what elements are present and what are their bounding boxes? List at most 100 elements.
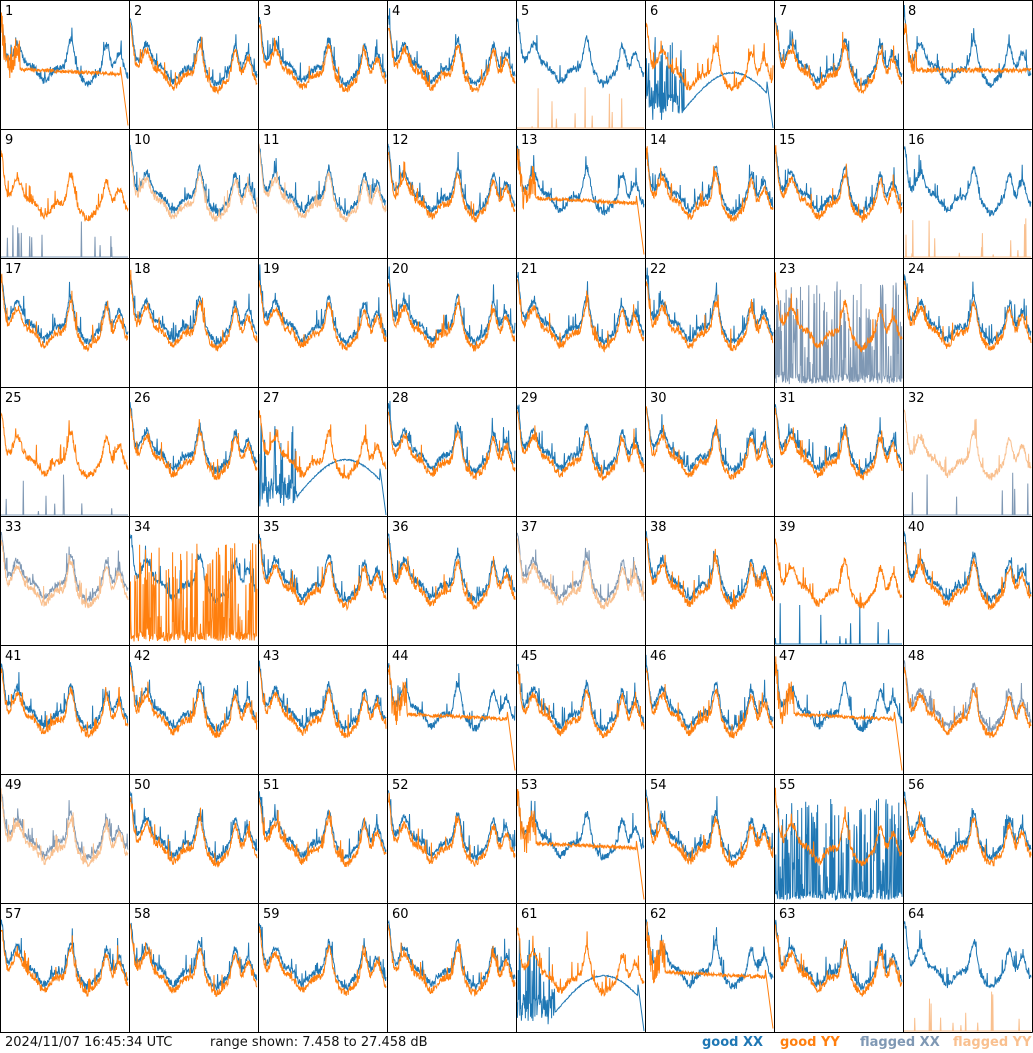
series-yy: [645, 668, 774, 739]
series-xx: [516, 271, 645, 347]
series-xx: [516, 532, 645, 603]
series-yy: [387, 282, 516, 352]
panel-label: 61: [521, 907, 538, 922]
series-yy: [645, 921, 774, 1029]
series-yy: [387, 151, 516, 223]
panel-label: 54: [650, 778, 667, 793]
panel-label: 19: [263, 262, 280, 277]
panel-33: 33: [0, 520, 129, 609]
series-xx: [129, 791, 258, 864]
series-yy: [387, 924, 516, 997]
panel-5: 5: [516, 4, 645, 129]
panel-label: 52: [392, 778, 409, 793]
panel-label: 36: [392, 520, 409, 535]
series-yy: [516, 278, 645, 353]
panel-label: 49: [5, 778, 22, 793]
panel-label: 17: [5, 262, 22, 277]
panel-label: 7: [779, 4, 787, 19]
series-yy: [258, 797, 387, 868]
series-xx: [129, 18, 258, 87]
panel-label: 22: [650, 262, 667, 277]
series-xx: [904, 472, 1031, 516]
panel-label: 33: [5, 520, 22, 535]
series-yy: [258, 23, 387, 93]
panel-41: 41: [0, 649, 129, 739]
panel-label: 1: [5, 4, 13, 19]
series-xx: [0, 792, 129, 861]
panel-label: 60: [392, 907, 409, 922]
panel-42: 42: [129, 649, 258, 739]
series-xx: [516, 790, 645, 861]
panel-11: 11: [258, 133, 387, 223]
panel-label: 39: [779, 520, 796, 535]
panel-52: 52: [387, 778, 516, 867]
series-yy: [387, 27, 516, 94]
panel-16: 16: [903, 133, 1032, 258]
series-xx: [129, 274, 258, 347]
series-yy: [129, 408, 258, 481]
series-yy: [645, 281, 774, 352]
panel-54: 54: [645, 778, 774, 869]
series-xx: [258, 423, 387, 516]
series-yy: [516, 927, 645, 997]
series-xx: [258, 144, 387, 216]
panel-label: 8: [908, 4, 916, 19]
series-xx: [387, 8, 516, 87]
series-yy: [774, 272, 903, 354]
series-yy: [0, 150, 129, 222]
series-yy: [387, 538, 516, 610]
series-xx: [774, 149, 903, 217]
series-yy: [774, 145, 903, 223]
panel-50: 50: [129, 778, 258, 868]
series-xx: [387, 663, 516, 732]
panel-label: 59: [263, 907, 280, 922]
panel-label: 47: [779, 649, 796, 664]
series-yy: [903, 798, 1032, 867]
panel-22: 22: [645, 262, 774, 352]
legend-flagged-yy: flagged YY: [953, 1035, 1032, 1050]
panel-43: 43: [258, 649, 387, 739]
series-yy: [0, 273, 129, 352]
panel-label: 11: [263, 133, 280, 148]
panel-label: 29: [521, 391, 538, 406]
series-yy: [645, 406, 774, 480]
series-xx: [903, 660, 1032, 733]
series-yy: [516, 671, 645, 739]
panel-label: 48: [908, 649, 925, 664]
panel-58: 58: [129, 907, 258, 998]
panel-label: 20: [392, 262, 409, 277]
panel-label: 63: [779, 907, 796, 922]
series-yy: [129, 269, 258, 352]
series-yy: [645, 536, 774, 610]
panel-27: 27: [258, 391, 387, 516]
panel-37: 37: [516, 520, 645, 611]
series-yy: [129, 150, 258, 222]
series-yy: [774, 407, 903, 481]
panel-label: 56: [908, 778, 925, 793]
series-xx: [1, 221, 128, 258]
panel-26: 26: [129, 391, 258, 481]
series-xx: [774, 17, 903, 89]
panel-label: 12: [392, 133, 409, 148]
panel-label: 40: [908, 520, 925, 535]
panel-62: 62: [645, 907, 774, 1029]
series-yy: [903, 280, 1032, 352]
series-yy: [129, 543, 258, 644]
panel-44: 44: [387, 649, 516, 771]
panel-label: 64: [908, 907, 925, 922]
series-yy: [645, 146, 774, 223]
panel-12: 12: [387, 133, 516, 223]
series-yy: [774, 538, 903, 609]
panel-label: 57: [5, 907, 22, 922]
panel-18: 18: [129, 262, 258, 352]
series-yy: [516, 410, 645, 481]
series-yy: [645, 22, 774, 92]
panel-label: 14: [650, 133, 667, 148]
panel-14: 14: [645, 133, 774, 223]
panel-61: 61: [516, 907, 645, 1032]
panel-label: 25: [5, 391, 22, 406]
panel-label: 16: [908, 133, 925, 148]
series-yy: [0, 412, 129, 480]
series-yy: [903, 409, 1032, 481]
series-xx: [0, 18, 129, 88]
